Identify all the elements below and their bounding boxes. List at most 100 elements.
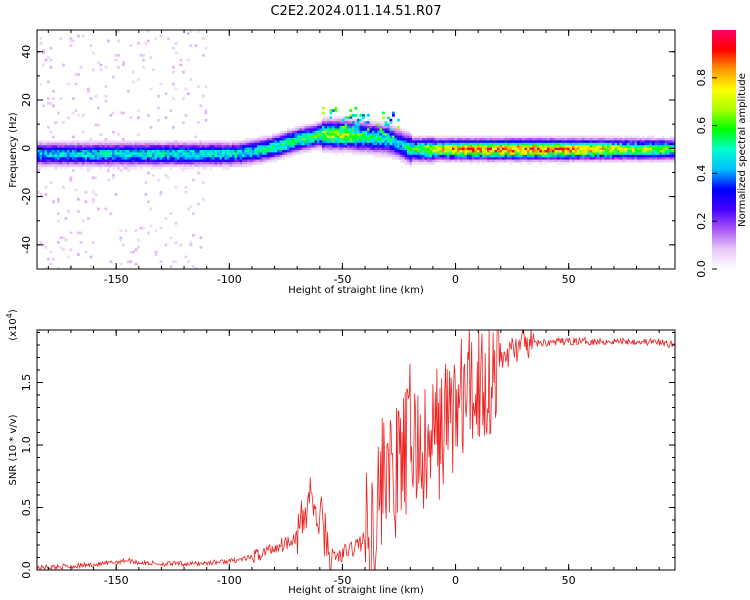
heatmap-cell bbox=[552, 159, 555, 163]
heatmap-cell bbox=[672, 147, 675, 151]
heatmap-cell bbox=[252, 140, 255, 144]
heatmap-cell bbox=[287, 130, 290, 134]
heatmap-cell bbox=[352, 118, 355, 122]
heatmap-cell bbox=[654, 152, 658, 156]
heatmap-cell bbox=[529, 157, 533, 160]
heatmap-cell bbox=[232, 147, 235, 151]
heatmap-cell bbox=[377, 140, 380, 144]
heatmap-cell bbox=[482, 162, 485, 165]
heatmap-cell bbox=[602, 159, 605, 163]
heatmap-cell bbox=[637, 140, 640, 144]
heatmap-cell bbox=[307, 135, 310, 139]
heatmap-cell bbox=[47, 147, 50, 151]
heatmap-cell bbox=[337, 150, 340, 153]
heatmap-cell bbox=[507, 154, 510, 158]
heatmap-cell bbox=[652, 150, 655, 153]
heatmap-cell bbox=[382, 140, 385, 144]
heatmap-cell bbox=[92, 154, 95, 158]
heatmap-cell bbox=[269, 142, 273, 146]
heatmap-cell bbox=[154, 152, 158, 156]
heatmap-cell bbox=[94, 142, 98, 146]
heatmap-cell bbox=[357, 123, 360, 127]
heatmap-cell bbox=[192, 159, 195, 163]
heatmap-cell bbox=[457, 140, 460, 144]
heatmap-cell bbox=[137, 238, 140, 242]
heatmap-cell bbox=[252, 159, 255, 163]
heatmap-cell bbox=[237, 147, 240, 151]
heatmap-cell bbox=[89, 138, 93, 141]
heatmap-cell bbox=[102, 150, 105, 153]
heatmap-cell bbox=[292, 147, 295, 151]
heatmap-cell bbox=[237, 164, 240, 168]
heatmap-cell bbox=[294, 130, 298, 134]
heatmap-cell bbox=[204, 140, 208, 144]
heatmap-cell bbox=[617, 150, 620, 153]
heatmap-cell bbox=[529, 135, 533, 139]
heatmap-cell bbox=[612, 150, 615, 153]
heatmap-cell bbox=[604, 152, 608, 156]
heatmap-cell bbox=[62, 63, 65, 67]
heatmap-cell bbox=[404, 138, 408, 141]
heatmap-cell bbox=[197, 30, 200, 33]
heatmap-cell bbox=[612, 140, 615, 144]
heatmap-cell bbox=[289, 142, 293, 146]
heatmap-cell bbox=[582, 154, 585, 158]
heatmap-cell bbox=[302, 123, 305, 127]
y-tick-label: 0 bbox=[20, 145, 33, 152]
heatmap-cell bbox=[107, 157, 110, 160]
heatmap-cell bbox=[392, 157, 395, 160]
heatmap-cell bbox=[402, 159, 405, 163]
heatmap-cell bbox=[354, 142, 358, 146]
heatmap-cell bbox=[204, 159, 208, 163]
heatmap-cell bbox=[339, 135, 343, 139]
heatmap-cell bbox=[157, 154, 160, 158]
heatmap-cell bbox=[332, 145, 335, 148]
heatmap-cell bbox=[409, 147, 413, 151]
heatmap-cell bbox=[79, 162, 83, 165]
heatmap-cell bbox=[319, 135, 323, 139]
heatmap-cell bbox=[389, 123, 393, 127]
heatmap-cell bbox=[69, 164, 73, 168]
heatmap-cell bbox=[289, 145, 293, 148]
heatmap-cell bbox=[459, 152, 463, 156]
heatmap-cell bbox=[62, 121, 65, 124]
heatmap-cell bbox=[89, 166, 93, 170]
heatmap-cell bbox=[67, 147, 70, 151]
snr-line bbox=[37, 330, 675, 570]
heatmap-cell bbox=[59, 154, 63, 158]
heatmap-cell bbox=[74, 157, 78, 160]
heatmap-cell bbox=[262, 135, 265, 139]
heatmap-cell bbox=[509, 162, 513, 165]
heatmap-cell bbox=[462, 150, 465, 153]
heatmap-cell bbox=[234, 140, 238, 144]
heatmap-cell bbox=[672, 150, 675, 153]
heatmap-cell bbox=[292, 140, 295, 144]
heatmap-cell bbox=[402, 147, 405, 151]
heatmap-cell bbox=[192, 162, 195, 165]
heatmap-cell bbox=[667, 142, 670, 146]
heatmap-cell bbox=[77, 210, 80, 213]
heatmap-cell bbox=[507, 145, 510, 148]
heatmap-cell bbox=[49, 154, 53, 158]
heatmap-cell bbox=[464, 154, 468, 158]
heatmap-cell bbox=[54, 164, 58, 168]
heatmap-cell bbox=[219, 142, 223, 146]
heatmap-cell bbox=[154, 147, 158, 151]
heatmap-cell bbox=[187, 162, 190, 165]
heatmap-cell bbox=[632, 147, 635, 151]
heatmap-cell bbox=[362, 152, 365, 156]
heatmap-cell bbox=[239, 145, 243, 148]
heatmap-cell bbox=[504, 159, 508, 163]
heatmap-cell bbox=[664, 147, 668, 151]
heatmap-cell bbox=[667, 140, 670, 144]
heatmap-cell bbox=[589, 145, 593, 148]
heatmap-cell bbox=[449, 147, 453, 151]
heatmap-cell bbox=[409, 138, 413, 141]
heatmap-cell bbox=[319, 138, 323, 141]
y-tick-label: -40 bbox=[20, 236, 33, 254]
heatmap-cell bbox=[149, 87, 153, 91]
heatmap-cell bbox=[617, 157, 620, 160]
heatmap-cell bbox=[67, 210, 70, 213]
heatmap-cell bbox=[37, 145, 40, 148]
heatmap-cell bbox=[494, 140, 498, 144]
